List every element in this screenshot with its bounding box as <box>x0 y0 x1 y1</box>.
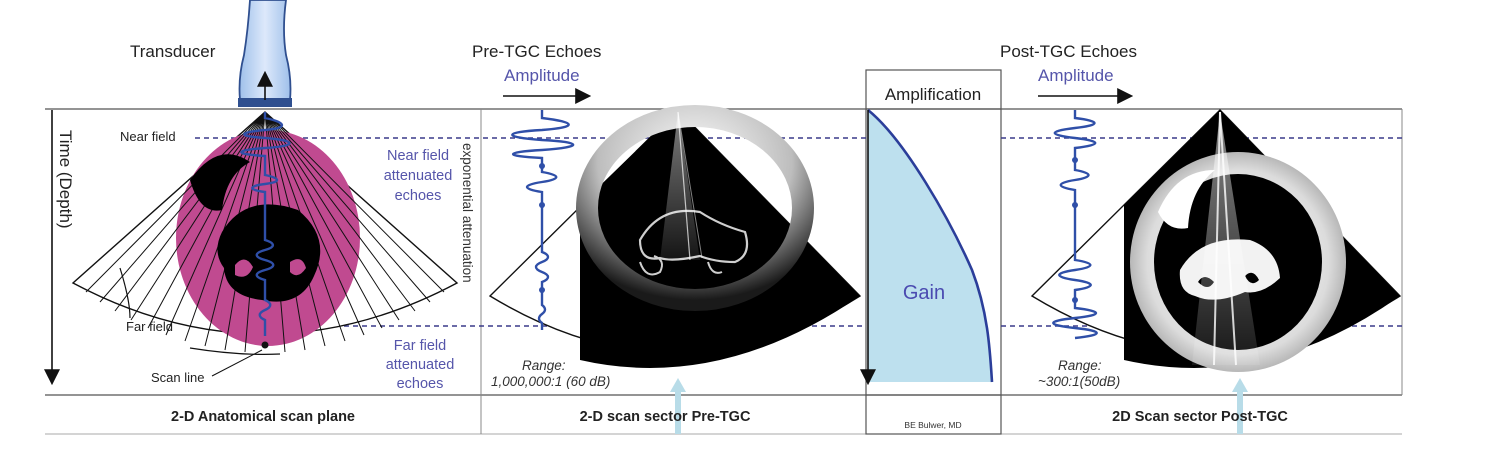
svg-text:echoes: echoes <box>397 376 444 392</box>
svg-text:attenuated: attenuated <box>386 357 455 373</box>
post-tgc-echo-wave <box>1052 110 1098 340</box>
post-tgc-title: Post-TGC Echoes <box>1000 42 1137 61</box>
caption-anatomical: 2-D Anatomical scan plane <box>171 409 355 425</box>
far-field-echoes-label: Far field attenuated echoes <box>386 338 455 392</box>
pre-tgc-echo-wave <box>511 110 575 330</box>
transducer-icon <box>238 0 292 107</box>
credit-label: BE Bulwer, MD <box>904 420 961 430</box>
caption-pre-tgc: 2-D scan sector Pre-TGC <box>580 409 751 425</box>
amplification-panel: Amplification Gain BE Bulwer, MD <box>860 85 994 430</box>
depth-axis-label: Time (Depth) <box>56 130 75 229</box>
svg-text:Near field: Near field <box>387 148 449 164</box>
transducer-label: Transducer <box>130 42 216 61</box>
svg-text:Far field: Far field <box>394 338 446 354</box>
pre-tgc-range-label: Range: <box>522 358 566 373</box>
gain-area <box>868 110 992 382</box>
svg-text:attenuated: attenuated <box>384 168 453 184</box>
near-field-label: Near field <box>120 129 176 144</box>
pre-tgc-range-value: 1,000,000:1 (60 dB) <box>491 374 610 389</box>
amplification-title: Amplification <box>885 85 981 104</box>
pre-tgc-panel: Pre-TGC Echoes Amplitude Range: 1,000,00… <box>472 42 862 434</box>
post-tgc-range-value: ~300:1(50dB) <box>1038 374 1120 389</box>
pre-tgc-light-arrow <box>670 378 686 434</box>
pre-tgc-amplitude-label: Amplitude <box>504 66 580 85</box>
pre-tgc-sector <box>488 105 862 368</box>
gain-curve <box>867 108 994 383</box>
svg-text:echoes: echoes <box>395 188 442 204</box>
pre-tgc-title: Pre-TGC Echoes <box>472 42 601 61</box>
near-field-echoes-label: Near field attenuated echoes <box>384 148 453 204</box>
scan-line-label: Scan line <box>151 370 204 385</box>
gain-label: Gain <box>903 282 945 304</box>
post-tgc-light-arrow <box>1232 378 1248 434</box>
exponential-attenuation-label: exponential attenuation <box>460 143 475 283</box>
far-field-label: Far field <box>126 319 173 334</box>
scan-line-echo-wave <box>240 112 291 336</box>
post-tgc-panel: Post-TGC Echoes Amplitude Range: ~300:1(… <box>1000 42 1402 434</box>
post-tgc-range-label: Range: <box>1058 358 1102 373</box>
anatomical-panel: Time (Depth) Transducer Near field Far f… <box>44 0 459 425</box>
post-tgc-sector <box>1030 109 1402 372</box>
post-tgc-amplitude-label: Amplitude <box>1038 66 1114 85</box>
caption-post-tgc: 2D Scan sector Post-TGC <box>1112 409 1288 425</box>
